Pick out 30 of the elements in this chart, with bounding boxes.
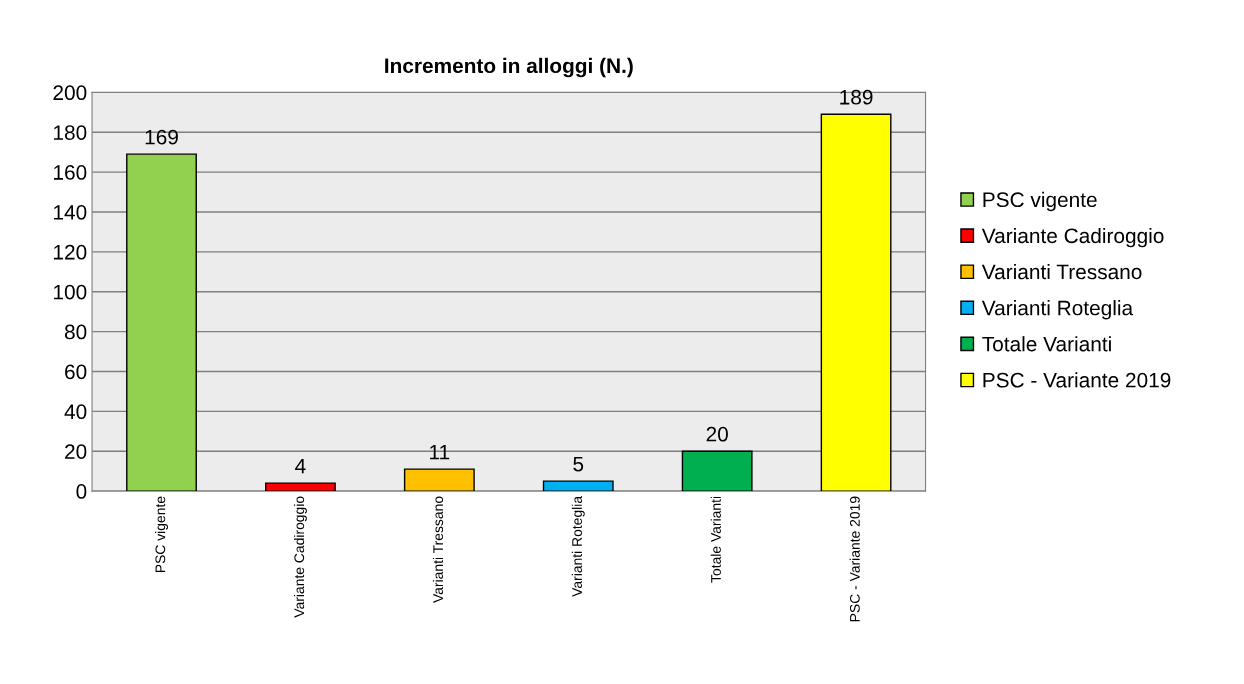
y-tick-label: 0 <box>76 484 87 499</box>
y-tick-label: 140 <box>54 204 87 220</box>
y-tick-label: 120 <box>54 244 87 260</box>
legend-label: PSC - Variante 2019 <box>983 372 1171 388</box>
y-tick-label: 200 <box>53 85 87 101</box>
x-tick-label: PSC vigente <box>155 496 168 573</box>
legend-label: Totale Varianti <box>982 336 1111 352</box>
data-label: 4 <box>295 458 306 474</box>
data-label: 189 <box>840 89 873 105</box>
y-tick-label: 20 <box>65 444 87 459</box>
x-tick-label: Varianti Tressano <box>432 496 444 603</box>
data-label: 11 <box>430 444 450 460</box>
y-tick-label: 40 <box>64 404 87 420</box>
x-tick-label: PSC - Variante 2019 <box>849 496 860 622</box>
data-label: 169 <box>145 129 178 145</box>
y-tick-label: 180 <box>54 125 87 140</box>
y-tick-label: 60 <box>65 364 87 380</box>
legend-label: Variante Cadiroggio <box>981 227 1164 248</box>
y-tick-label: 80 <box>64 324 87 340</box>
y-tick-label: 100 <box>54 284 87 300</box>
x-tick-label: Totale Varianti <box>710 496 721 583</box>
data-label: 20 <box>706 426 728 442</box>
y-tick-label: 160 <box>54 165 87 180</box>
legend-label: Varianti Roteglia <box>981 300 1134 320</box>
x-tick-label: Variante Cadiroggio <box>293 496 307 618</box>
data-label: 5 <box>573 456 584 472</box>
chart-title: Incremento in alloggi (N.) <box>385 57 633 78</box>
legend-label: Varianti Tressano <box>981 263 1142 280</box>
x-tick-label: Varianti Roteglia <box>571 495 585 597</box>
legend-label: PSC vigente <box>983 191 1097 212</box>
